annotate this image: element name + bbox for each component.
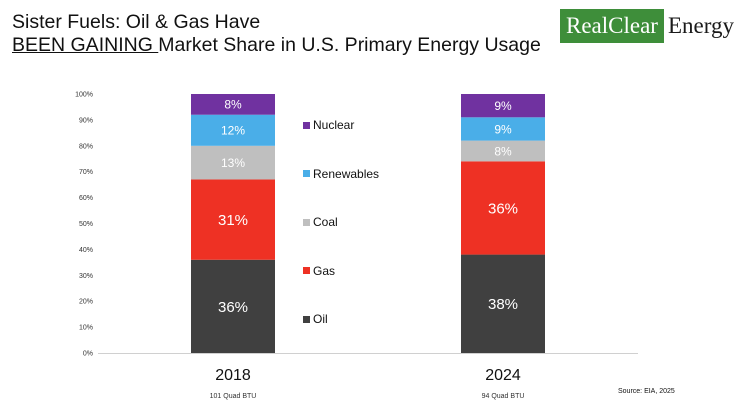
- y-tick-label: 60%: [79, 195, 93, 202]
- logo-realclear: RealClear: [560, 9, 664, 43]
- y-tick-label: 50%: [79, 221, 93, 228]
- legend-label-coal: Coal: [313, 215, 338, 229]
- title-line-1: Sister Fuels: Oil & Gas Have: [12, 11, 261, 33]
- legend-item-oil: Oil: [303, 312, 328, 326]
- x-category-sublabel-2024: 94 Quad BTU: [482, 393, 525, 400]
- x-category-sublabel-2018: 101 Quad BTU: [210, 393, 257, 400]
- title-rest-text: Market Share in U.S. Primary Energy Usag…: [158, 34, 541, 56]
- bar-segment-gas-2024: [461, 161, 545, 255]
- y-tick-label: 20%: [79, 299, 93, 306]
- y-tick-label: 30%: [79, 273, 93, 280]
- legend-label-oil: Oil: [313, 312, 328, 326]
- bar-segment-oil-2024: [461, 254, 545, 353]
- legend-label-gas: Gas: [313, 263, 336, 278]
- realclear-energy-logo: RealClear Energy: [560, 9, 734, 43]
- y-tick-label: 10%: [79, 325, 93, 332]
- legend-item-coal: Coal: [303, 215, 338, 229]
- x-category-label-2018: 2018: [215, 367, 251, 384]
- bar-segment-gas-2018: [191, 179, 275, 260]
- data-label-nuclear-2024: 9%: [494, 99, 512, 113]
- bar-segment-nuclear-2024: [461, 94, 545, 118]
- data-label-coal-2018: 13%: [221, 156, 245, 170]
- bar-segment-coal-2024: [461, 140, 545, 162]
- legend-item-gas: Gas: [303, 264, 335, 278]
- y-tick-label: 40%: [79, 247, 93, 254]
- y-tick-label: 0%: [83, 351, 93, 358]
- data-label-oil-2018: 36%: [218, 299, 248, 316]
- y-tick-label: 100%: [75, 92, 93, 99]
- y-tick-label: 90%: [79, 117, 93, 124]
- data-label-renewables-2024: 9%: [494, 122, 512, 136]
- bar-segment-oil-2018: [191, 259, 275, 353]
- bar-segment-coal-2018: [191, 145, 275, 180]
- legend-swatch-gas: [303, 267, 310, 274]
- legend-item-nuclear: Nuclear: [303, 118, 354, 132]
- data-label-gas-2018: 31%: [218, 212, 248, 229]
- bar-segment-renewables-2024: [461, 117, 545, 141]
- data-label-renewables-2018: 12%: [221, 124, 245, 138]
- title-underlined-text: BEEN GAINING: [12, 34, 159, 56]
- legend-swatch-oil: [303, 315, 310, 323]
- legend-label-nuclear: Nuclear: [313, 118, 355, 132]
- bar-segment-nuclear-2018: [191, 94, 275, 115]
- bar-segment-renewables-2018: [191, 114, 275, 146]
- title-line-2: BEEN GAINING Market Share in U.S. Primar…: [12, 34, 541, 57]
- data-label-coal-2024: 8%: [494, 144, 512, 158]
- legend-swatch-coal: [303, 218, 310, 226]
- data-label-oil-2024: 38%: [488, 296, 518, 313]
- x-category-label-2024: 2024: [485, 367, 521, 384]
- logo-energy: Energy: [667, 13, 734, 38]
- legend-swatch-nuclear: [303, 121, 310, 129]
- data-label-nuclear-2018: 8%: [224, 98, 242, 112]
- y-tick-label: 70%: [79, 169, 93, 176]
- legend-label-renewables: Renewables: [313, 166, 380, 181]
- source-note: Source: EIA, 2025: [618, 388, 675, 395]
- y-tick-label: 80%: [79, 143, 93, 150]
- legend-item-renewables: Renewables: [303, 167, 379, 181]
- legend-swatch-renewables: [303, 170, 310, 177]
- chart-title: Sister Fuels: Oil & Gas Have BEEN GAININ…: [12, 11, 541, 57]
- data-label-gas-2024: 36%: [488, 200, 518, 217]
